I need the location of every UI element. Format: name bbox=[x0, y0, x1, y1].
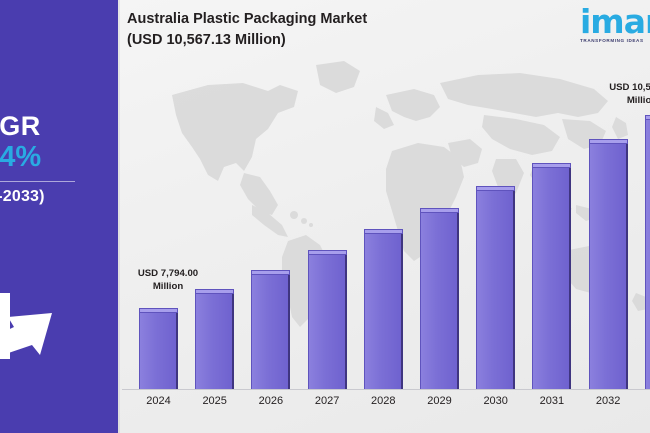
x-axis-label-2030: 2030 bbox=[483, 395, 508, 407]
page-title: Australia Plastic Packaging Market (USD … bbox=[127, 9, 527, 52]
imarc-logo: imarc TRANSFORMING IDEAS bbox=[580, 2, 650, 50]
x-axis-label-2025: 2025 bbox=[202, 395, 227, 407]
logo-wordmark: imarc bbox=[580, 2, 650, 41]
chart-panel: Australia Plastic Packaging Market (USD … bbox=[118, 0, 650, 433]
x-axis-label-2033: 2033 bbox=[638, 395, 650, 407]
x-axis-label-2031: 2031 bbox=[539, 395, 565, 407]
x-axis-label-2029: 2029 bbox=[427, 395, 452, 407]
title-line-1: Australia Plastic Packaging Market bbox=[127, 11, 368, 27]
panel-edge bbox=[118, 0, 120, 433]
cagr-panel: CAGR 3.44% (2025-2033) bbox=[0, 0, 118, 433]
x-axis-baseline bbox=[122, 389, 650, 390]
value-label-2024: USD 7,794.00 Million bbox=[137, 268, 199, 292]
logo-tagline: TRANSFORMING IDEAS bbox=[580, 38, 644, 44]
x-axis-label-2024: 2024 bbox=[146, 395, 171, 407]
bar-2024[interactable] bbox=[139, 308, 178, 389]
cagr-label: CAGR bbox=[0, 111, 41, 141]
x-axis-label-2026: 2026 bbox=[258, 395, 284, 407]
bar-2031[interactable] bbox=[532, 163, 572, 389]
bar-2025[interactable] bbox=[195, 289, 235, 389]
bar-2027[interactable] bbox=[307, 250, 347, 389]
x-axis-label-2028: 2028 bbox=[371, 395, 396, 407]
bar-2028[interactable] bbox=[363, 229, 403, 389]
title-line-2: (USD 10,567.13 Million) bbox=[127, 32, 286, 49]
bar-chart-plot: USD 7,794.00 Million USD 10,567.13 Milli… bbox=[118, 0, 650, 433]
value-label-2033: USD 10,567.13 Million bbox=[609, 82, 650, 106]
cagr-value: 3.44% bbox=[0, 141, 42, 174]
x-axis-label-2027: 2027 bbox=[314, 395, 340, 407]
cagr-period: (2025-2033) bbox=[0, 187, 45, 205]
bar-2026[interactable] bbox=[251, 270, 291, 389]
growth-chart-arrow-icon bbox=[0, 293, 52, 359]
cagr-divider bbox=[0, 180, 75, 182]
bar-2033[interactable] bbox=[644, 115, 650, 389]
bar-2029[interactable] bbox=[420, 208, 459, 389]
bar-2030[interactable] bbox=[476, 185, 516, 389]
x-axis-label-2032: 2032 bbox=[595, 395, 621, 407]
bar-2032[interactable] bbox=[588, 139, 628, 389]
cagr-block: CAGR 3.44% (2025-2033) bbox=[0, 112, 118, 206]
